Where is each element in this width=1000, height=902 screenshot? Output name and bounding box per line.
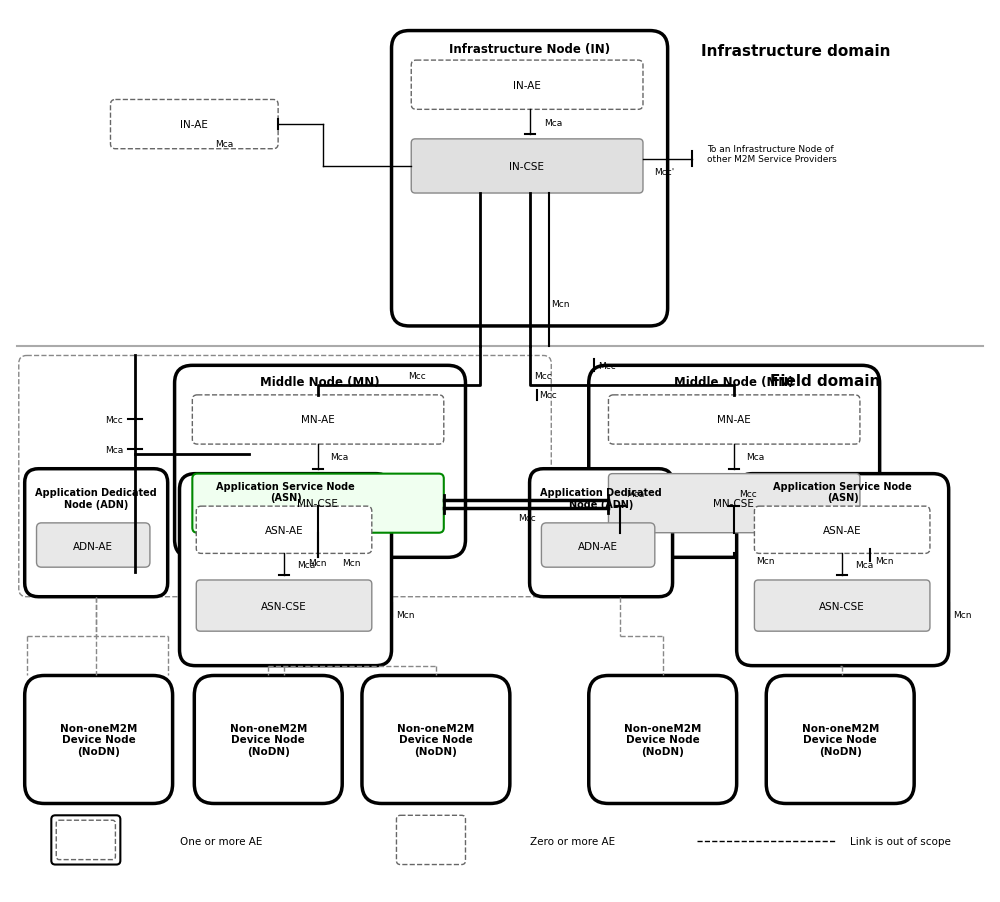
FancyBboxPatch shape [25,469,168,597]
Text: MN-CSE: MN-CSE [297,499,338,509]
Text: Mcc': Mcc' [655,168,675,177]
Text: One or more AE: One or more AE [180,836,262,846]
Text: Mca: Mca [105,445,123,454]
Text: Non-oneM2M
Device Node
(NoDN): Non-oneM2M Device Node (NoDN) [397,723,475,756]
FancyBboxPatch shape [362,676,510,804]
Text: Application Dedicated
Node (ADN): Application Dedicated Node (ADN) [35,488,157,510]
Text: Mca: Mca [626,489,644,498]
FancyBboxPatch shape [194,676,342,804]
Text: To an Infrastructure Node of
other M2M Service Providers: To an Infrastructure Node of other M2M S… [707,145,837,164]
Text: Mcc: Mcc [408,372,426,381]
Text: MN-CSE: MN-CSE [713,499,754,509]
Text: Mcn: Mcn [875,557,893,566]
Text: MN-AE: MN-AE [717,415,751,425]
Text: Mcn: Mcn [551,299,570,308]
Text: Link is out of scope: Link is out of scope [850,836,951,846]
Text: Non-oneM2M
Device Node
(NoDN): Non-oneM2M Device Node (NoDN) [624,723,701,756]
FancyBboxPatch shape [396,815,465,865]
FancyBboxPatch shape [608,474,860,533]
Text: Mcn: Mcn [756,557,775,566]
Text: Mcn: Mcn [396,611,415,620]
Text: Mcc: Mcc [518,514,536,523]
Text: Mcn: Mcn [954,611,972,620]
FancyBboxPatch shape [51,815,120,865]
FancyBboxPatch shape [530,469,673,597]
Text: Application Service Node
(ASN): Application Service Node (ASN) [773,481,912,502]
Text: Infrastructure Node (IN): Infrastructure Node (IN) [449,42,610,56]
Text: Mca: Mca [544,118,563,127]
FancyBboxPatch shape [192,395,444,445]
Text: Infrastructure domain: Infrastructure domain [701,43,891,59]
FancyBboxPatch shape [37,523,150,567]
Text: Mca: Mca [297,560,315,569]
Text: IN-AE: IN-AE [513,80,541,90]
Text: Mca: Mca [330,453,349,462]
Text: ASN-AE: ASN-AE [823,525,861,535]
FancyBboxPatch shape [608,395,860,445]
Text: Mcc: Mcc [539,391,557,400]
Text: Middle Node (MN): Middle Node (MN) [260,375,380,388]
Text: Zero or more AE: Zero or more AE [530,836,615,846]
FancyBboxPatch shape [192,474,444,533]
Text: Mca: Mca [747,453,765,462]
FancyBboxPatch shape [411,61,643,110]
Text: ASN-AE: ASN-AE [265,525,303,535]
FancyBboxPatch shape [196,507,372,554]
Text: Application Dedicated
Node (ADN): Application Dedicated Node (ADN) [540,488,662,510]
Text: Non-oneM2M
Device Node
(NoDN): Non-oneM2M Device Node (NoDN) [60,723,137,756]
FancyBboxPatch shape [754,580,930,631]
Text: Non-oneM2M
Device Node
(NoDN): Non-oneM2M Device Node (NoDN) [802,723,879,756]
Text: Middle Node (MN): Middle Node (MN) [674,375,794,388]
Text: IN-CSE: IN-CSE [509,162,544,172]
Text: ADN-AE: ADN-AE [578,541,618,551]
FancyBboxPatch shape [589,676,737,804]
FancyBboxPatch shape [19,356,551,597]
Text: ADN-AE: ADN-AE [73,541,113,551]
FancyBboxPatch shape [110,100,278,150]
FancyBboxPatch shape [411,140,643,194]
Text: Mca: Mca [855,560,873,569]
Text: Mcn: Mcn [308,558,327,567]
Text: Mcc: Mcc [740,489,757,498]
FancyBboxPatch shape [56,820,115,860]
FancyBboxPatch shape [25,676,173,804]
FancyBboxPatch shape [541,523,655,567]
Text: Field domain: Field domain [770,373,881,388]
Text: MN-AE: MN-AE [301,415,334,425]
FancyBboxPatch shape [766,676,914,804]
FancyBboxPatch shape [392,32,668,327]
Text: Mcn: Mcn [342,558,361,567]
Text: Mca: Mca [215,140,233,149]
Text: Mcc: Mcc [599,362,616,371]
FancyBboxPatch shape [175,366,465,557]
Text: IN-AE: IN-AE [180,120,208,130]
Text: Mcc: Mcc [106,416,123,425]
Text: ASN-CSE: ASN-CSE [261,601,307,611]
Text: Mcc: Mcc [535,372,552,381]
Text: ASN-CSE: ASN-CSE [819,601,865,611]
FancyBboxPatch shape [180,474,392,666]
FancyBboxPatch shape [589,366,880,557]
FancyBboxPatch shape [196,580,372,631]
FancyBboxPatch shape [737,474,949,666]
Text: Non-oneM2M
Device Node
(NoDN): Non-oneM2M Device Node (NoDN) [230,723,307,756]
FancyBboxPatch shape [754,507,930,554]
Text: Application Service Node
(ASN): Application Service Node (ASN) [216,481,355,502]
